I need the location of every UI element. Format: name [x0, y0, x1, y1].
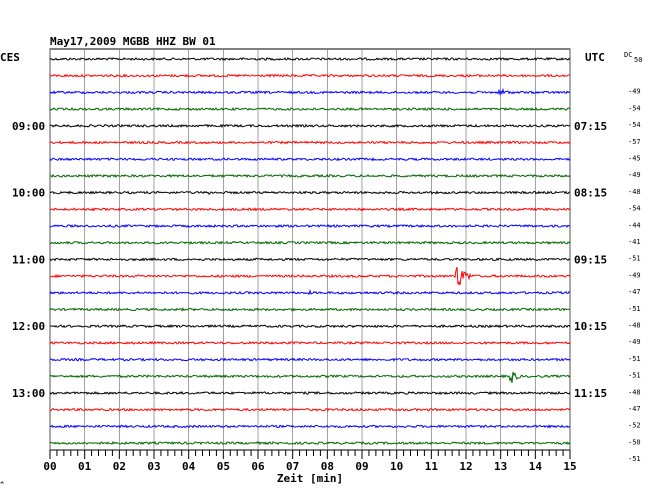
x-tick-label: 15 — [563, 460, 576, 473]
dc-value: -52 — [628, 422, 641, 430]
seismic-trace — [49, 190, 571, 195]
x-axis: 00 01 02 03 04 05 06 07 08 09 10 11 12 13 14 15 — [43, 450, 577, 473]
seismic-trace — [49, 173, 571, 179]
x-tick-label: 07 — [286, 460, 299, 473]
seismic-trace — [49, 57, 571, 62]
seismic-trace — [49, 357, 571, 362]
dc-value: -51 — [628, 372, 641, 380]
right-time-label: 10:15 — [574, 320, 607, 333]
right-time-label: 09:15 — [574, 253, 607, 266]
dc-value: -51 — [628, 255, 641, 263]
dc-value: -54 — [628, 104, 641, 112]
x-tick-label: 05 — [217, 460, 230, 473]
seismic-trace — [49, 407, 571, 412]
dc-value: -45 — [628, 155, 641, 163]
x-tick-label: 12 — [459, 460, 472, 473]
seismic-trace — [49, 340, 571, 345]
x-tick-label: 08 — [321, 460, 334, 473]
x-tick-label: 10 — [390, 460, 403, 473]
x-tick-label: 04 — [182, 460, 196, 473]
seismic-trace — [49, 257, 571, 262]
left-time-label: 09:00 — [12, 120, 45, 133]
x-tick-label: 00 — [43, 460, 56, 473]
x-tick-label: 09 — [355, 460, 368, 473]
right-time-label: 08:15 — [574, 187, 607, 200]
seismic-trace — [49, 390, 571, 396]
left-time-label: 12:00 — [12, 320, 45, 333]
seismic-trace — [49, 106, 571, 112]
x-axis-label: Zeit [min] — [277, 472, 343, 485]
seismic-trace — [49, 157, 571, 162]
x-tick-label: 13 — [494, 460, 507, 473]
dc-value: -50 — [628, 438, 641, 446]
seismic-trace — [50, 223, 571, 229]
dc-value: -49 — [628, 338, 641, 346]
dc-value: -54 — [628, 205, 641, 213]
seismic-trace — [49, 240, 571, 245]
dc-value: -47 — [628, 405, 641, 413]
dc-value: -44 — [628, 221, 641, 229]
seismic-trace — [49, 324, 571, 329]
seismic-trace — [49, 441, 571, 446]
corner-mark: ^ — [0, 481, 5, 489]
x-tick-label: 01 — [78, 460, 92, 473]
x-tick-label: 06 — [251, 460, 265, 473]
right-time-label: 11:15 — [574, 387, 607, 400]
seismic-traces — [49, 57, 571, 446]
dc-value: -51 — [628, 305, 641, 313]
dc-value: -48 — [628, 388, 641, 396]
x-tick-label: 02 — [113, 460, 126, 473]
dc-value: -49 — [628, 271, 641, 279]
left-time-label: 10:00 — [12, 187, 45, 200]
seismic-trace — [49, 123, 571, 128]
left-time-label: 11:00 — [12, 253, 45, 266]
seismic-trace — [49, 424, 571, 429]
dc-value: -51 — [628, 355, 641, 363]
x-tick-label: 03 — [147, 460, 160, 473]
x-tick-label: 14 — [529, 460, 543, 473]
dc-value: -48 — [628, 188, 641, 196]
left-time-label: 13:00 — [12, 387, 45, 400]
left-timezone-label: CES — [0, 51, 20, 64]
seismic-trace — [49, 371, 571, 383]
seismic-trace — [49, 73, 571, 78]
seismic-trace — [49, 267, 571, 286]
chart-title: May17,2009 MGBB HHZ BW 01 — [50, 35, 216, 48]
dc-value: -51 — [628, 455, 641, 463]
dc-label: DC — [624, 51, 632, 59]
dc-value: 50 — [634, 56, 642, 64]
right-time-label: 07:15 — [574, 120, 607, 133]
x-tick-label: 11 — [425, 460, 439, 473]
dc-value: -47 — [628, 288, 641, 296]
dc-value: -54 — [628, 121, 641, 129]
dc-value: -57 — [628, 138, 641, 146]
dc-value: -49 — [628, 88, 641, 96]
dc-value: -49 — [628, 171, 641, 179]
right-timezone-label: UTC — [585, 51, 605, 64]
dc-value: -41 — [628, 238, 641, 246]
seismic-trace — [49, 207, 571, 212]
seismic-trace — [49, 140, 571, 145]
seismic-trace — [49, 289, 571, 296]
dc-value: -48 — [628, 322, 641, 330]
seismic-trace — [49, 307, 571, 312]
seismic-trace — [49, 87, 571, 96]
grid — [49, 48, 571, 451]
time-labels: -49 -54 -54 -57 -45 -49 -48 -54 -44 -41 -51 -49 -47 -… — [12, 56, 642, 463]
